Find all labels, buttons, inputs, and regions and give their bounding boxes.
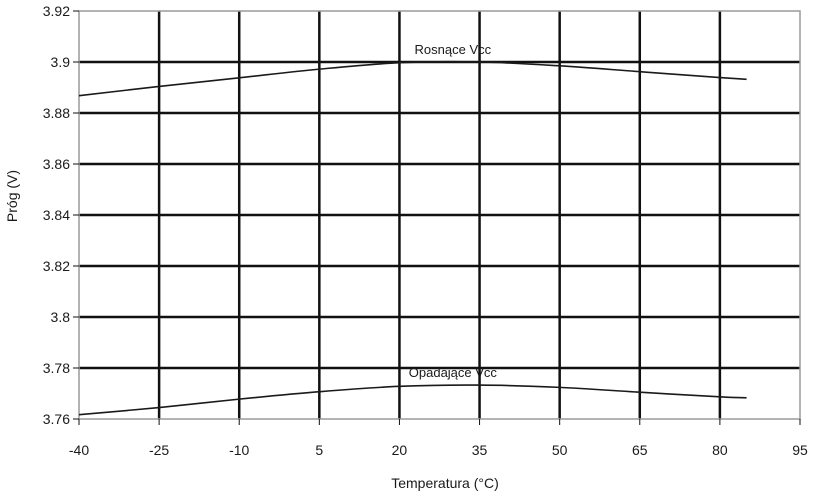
x-tick-label: -40: [69, 442, 89, 458]
y-tick-label: 3.78: [43, 360, 70, 376]
x-axis-title: Temperatura (°C): [391, 475, 499, 491]
y-tick-label: 3.84: [43, 207, 70, 223]
series-label-1: Opadające Vcc: [409, 365, 498, 380]
y-tick-label: 3.8: [51, 309, 71, 325]
x-tick-label: 35: [472, 442, 488, 458]
y-tick-label: 3.88: [43, 105, 70, 121]
x-tick-label: 5: [315, 442, 323, 458]
x-tick-label: 95: [792, 442, 808, 458]
y-tick-label: 3.86: [43, 156, 70, 172]
series-line-1: [78, 384, 747, 416]
series-lines: [78, 60, 747, 416]
y-axis-ticks: 3.76 3.78 3.8 3.82 3.84 3.86 3.88 3.9 3.92: [43, 3, 79, 427]
x-tick-label: 80: [712, 442, 728, 458]
y-tick-label: 3.76: [43, 411, 70, 427]
series-label-0: Rosnące Vcc: [415, 42, 492, 57]
series-line-0: [78, 60, 747, 97]
x-tick-label: 65: [632, 442, 648, 458]
y-tick-label: 3.9: [51, 54, 71, 70]
y-axis-title: Próg (V): [4, 170, 20, 222]
x-tick-label: -25: [149, 442, 169, 458]
y-tick-label: 3.82: [43, 258, 70, 274]
x-tick-label: -10: [229, 442, 249, 458]
series-labels: Rosnące Vcc Opadające Vcc: [409, 42, 498, 380]
x-tick-label: 50: [552, 442, 568, 458]
grid: [79, 11, 800, 419]
x-tick-label: 20: [392, 442, 408, 458]
y-tick-label: 3.92: [43, 3, 70, 19]
x-axis-ticks: -40 -25 -10 5 20 35 50 65 80 95: [69, 419, 808, 458]
